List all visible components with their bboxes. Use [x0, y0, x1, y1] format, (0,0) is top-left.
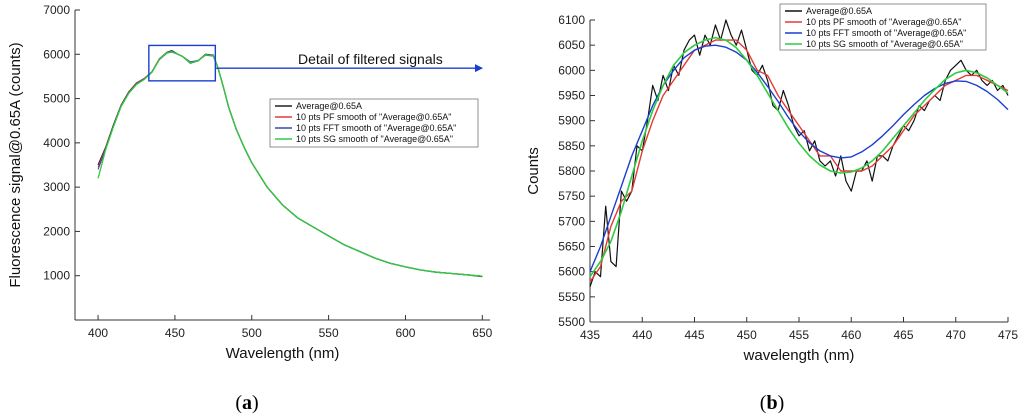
chart-b-y-label: Counts	[525, 147, 542, 195]
chart-a-legend-entry: 10 pts SG smooth of "Average@0.65A"	[296, 134, 453, 144]
chart-b-y-tick-label: 5550	[558, 290, 585, 304]
chart-a-y-tick-label: 7000	[43, 3, 70, 17]
chart-a-x-tick-label: 500	[242, 326, 262, 340]
chart-a-annotation: Detail of filtered signals	[298, 51, 443, 67]
chart-b-y-tick-label: 5950	[558, 89, 585, 103]
chart-b-y-tick-label: 5700	[558, 214, 585, 228]
chart-b-legend-box	[779, 3, 987, 51]
chart-b-y-tick-label: 5750	[558, 189, 585, 203]
chart-a-legend-entry: 10 pts FFT smooth of "Average@0.65A"	[296, 123, 456, 133]
chart-b-y-tick-label: 5500	[558, 315, 585, 329]
chart-a-x-tick-label: 550	[319, 326, 339, 340]
chart-a-y-tick-label: 4000	[43, 136, 70, 150]
chart-a-series-line-4	[97, 50, 483, 277]
panel-b-caption: (b)	[760, 392, 784, 414]
panel-b-label: b	[766, 392, 777, 414]
chart-b-series-line-1	[589, 19, 1009, 287]
chart-b-x-label: wavelength (nm)	[743, 347, 855, 364]
chart-b: 5500 5550 5600 5650 5700 5750 5800 5850 5900 5950…	[525, 3, 1018, 414]
chart-b-y-tick-label: 5800	[558, 164, 585, 178]
chart-b-legend-entry: 10 pts SG smooth of "Average@0.65A"	[806, 39, 963, 49]
chart-b-series-line-4	[589, 36, 1009, 278]
chart-a-x-tick-label: 450	[165, 326, 185, 340]
chart-a-legend-entry: Average@0.65A	[296, 101, 362, 111]
chart-a-legend-box	[269, 98, 479, 148]
chart-b-y-tick-label: 5900	[558, 114, 585, 128]
chart-a-series-line-3	[97, 51, 483, 277]
chart-a-x-label: Wavelength (nm)	[226, 345, 340, 362]
chart-b-x-tick-label: 470	[946, 328, 966, 342]
chart-b-x-tick-label: 435	[580, 328, 600, 342]
chart-a-series-line-1	[97, 50, 483, 278]
chart-a-x-tick-label: 650	[472, 326, 492, 340]
chart-b-x-tick-label: 455	[789, 328, 809, 342]
chart-b-series-line-2	[589, 39, 1009, 283]
chart-b-x-tick-label: 460	[841, 328, 861, 342]
chart-a-x-tick-label: 600	[395, 326, 415, 340]
panel-a-label: a	[242, 392, 252, 414]
chart-b-legend-entry: 10 pts PF smooth of "Average@0.65A"	[806, 17, 961, 27]
chart-a-series-line-2	[97, 51, 483, 277]
chart-b-y-tick-label: 5600	[558, 265, 585, 279]
chart-b-y-tick-label: 5850	[558, 139, 585, 153]
chart-a-y-tick-label: 3000	[43, 180, 70, 194]
chart-a-y-tick-label: 6000	[43, 47, 70, 61]
chart-b-y-tick-label: 5650	[558, 240, 585, 254]
chart-b-x-tick-label: 445	[684, 328, 704, 342]
chart-b-legend-entry: 10 pts FFT smooth of "Average@0.65A"	[806, 28, 966, 38]
chart-b-legend-entry: Average@0.65A	[806, 6, 872, 16]
chart-a-detail-box	[148, 44, 217, 82]
chart-a-legend-entry: 10 pts PF smooth of "Average@0.65A"	[296, 112, 451, 122]
chart-b-y-tick-label: 6100	[558, 13, 585, 27]
chart-a-y-tick-label: 5000	[43, 92, 70, 106]
chart-b-x-tick-label: 475	[998, 328, 1018, 342]
chart-b-y-tick-label: 6000	[558, 63, 585, 77]
chart-b-x-tick-label: 450	[737, 328, 757, 342]
chart-b-x-tick-label: 440	[632, 328, 652, 342]
chart-a-y-label: Fluorescence signal@0.65A (counts)	[7, 42, 24, 287]
chart-a-y-tick-label: 1000	[43, 269, 70, 283]
chart-b-x-tick-label: 465	[893, 328, 913, 342]
chart-b-y-tick-label: 6050	[558, 38, 585, 52]
panel-a-caption: (a)	[235, 392, 258, 414]
chart-a: 1000 2000 3000 4000 5000 6000 7000 400 450 500 55…	[7, 3, 493, 414]
chart-a-x-tick-label: 400	[88, 326, 108, 340]
chart-a-y-tick-label: 2000	[43, 224, 70, 238]
